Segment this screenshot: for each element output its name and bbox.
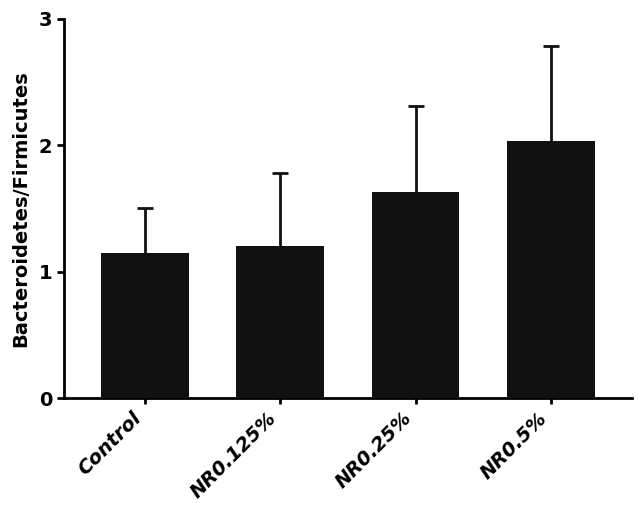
Y-axis label: Bacteroidetes/Firmicutes: Bacteroidetes/Firmicutes: [11, 70, 30, 347]
Bar: [507, 142, 595, 398]
Bar: [101, 253, 189, 398]
Bar: [237, 246, 324, 398]
Bar: [372, 192, 460, 398]
